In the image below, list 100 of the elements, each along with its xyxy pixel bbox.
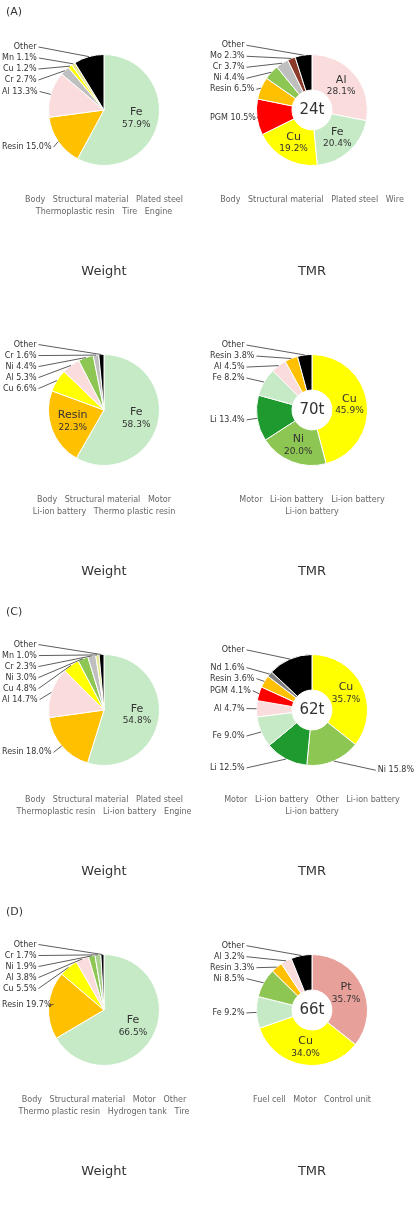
slice-label: Al 13.3% <box>2 86 39 96</box>
slice-label: Fe 8.2% <box>212 373 245 383</box>
text: Motor Li-ion battery Li-ion battery <box>239 495 385 505</box>
slice-label: Al 3.8% <box>5 972 37 982</box>
text: Weight <box>81 263 127 279</box>
slice-label: Li 13.4% <box>210 414 246 424</box>
data-label: 28.1% <box>326 86 356 97</box>
slice-label: Ni 8.5% <box>213 973 245 983</box>
slice-label: Cr 1.6% <box>4 350 37 360</box>
text: Li-ion battery Thermo plastic resin <box>32 507 176 517</box>
text: 24t <box>299 99 325 118</box>
slice-label: Other <box>13 42 38 52</box>
slice-label: Cr 3.7% <box>212 62 245 72</box>
text: Fuel cell Motor Control unit <box>252 1095 372 1105</box>
text: Li-ion battery <box>285 807 340 817</box>
slice-label: Other <box>221 644 246 654</box>
data-label: 22.3% <box>58 421 88 432</box>
slice-label: Mo 2.3% <box>209 51 246 61</box>
text: Weight <box>81 863 127 879</box>
text: Body Structural material Motor <box>36 495 172 505</box>
slice-label: Mn 1.1% <box>2 53 38 63</box>
slice-label: Cu 4.8% <box>2 683 37 693</box>
slice-label: Mn 1.0% <box>2 650 38 660</box>
text: 62t <box>299 699 325 718</box>
slice-label: Fe <box>126 1013 140 1027</box>
data-label: 34.0% <box>291 1047 321 1058</box>
slice-label: Resin 6.5% <box>210 84 255 94</box>
slice-label: Al 5.3% <box>5 372 37 382</box>
text: 66t <box>299 999 325 1018</box>
slice-label: Cr 2.3% <box>4 661 37 671</box>
slice-label: Al 4.7% <box>213 703 245 713</box>
slice-label: Al <box>335 72 347 86</box>
data-label: 20.0% <box>284 445 314 456</box>
slice-label: Cu 5.5% <box>2 983 37 993</box>
chart-subtitle: (D) <box>6 904 24 918</box>
text: TMR <box>296 563 327 579</box>
text: Body Structural material Plated steel <box>25 795 183 805</box>
data-label: 35.7% <box>331 693 361 704</box>
slice-label: Cr 1.7% <box>4 950 37 960</box>
slice-label: Al 4.5% <box>213 362 245 372</box>
slice-label: Al 14.7% <box>2 694 39 704</box>
slice-label: Ni 1.9% <box>5 961 37 971</box>
text: Motor Li-ion battery Other Li-ion battery <box>224 795 400 805</box>
slice-label: Fe 9.2% <box>212 1007 245 1017</box>
slice-label: Fe 9.0% <box>212 731 245 741</box>
slice-label: Resin 15.0% <box>1 142 52 152</box>
text: TMR <box>296 1163 327 1179</box>
slice-label: Fe <box>129 405 143 419</box>
slice-label: Resin <box>57 408 88 422</box>
text: Weight <box>81 563 127 579</box>
slice-label: Pt <box>340 980 353 994</box>
slice-label: Al 3.2% <box>213 951 245 961</box>
slice-label: Cu 1.2% <box>2 64 37 74</box>
data-label: 57.9% <box>121 118 152 129</box>
slice-label: Cu <box>338 680 354 694</box>
slice-label: Ni 15.8% <box>377 765 415 775</box>
data-label: 66.5% <box>118 1026 148 1037</box>
slice-label: Cu <box>342 392 357 406</box>
slice-label: Cu <box>286 129 301 143</box>
text: Thermo plastic resin Hydrogen tank Tire <box>18 1107 190 1117</box>
text: Body Structural material Plated steel <box>25 195 183 205</box>
text: Thermoplastic resin Tire Engine <box>35 207 173 217</box>
text: Body Structural material Plated steel Wire <box>220 195 404 205</box>
slice-label: Cu 6.6% <box>2 383 37 393</box>
slice-label: Other <box>13 339 38 349</box>
slice-label: Other <box>13 639 38 649</box>
slice-label: Other <box>13 939 38 949</box>
slice-label: Ni 4.4% <box>213 73 245 83</box>
text: Weight <box>81 1163 127 1179</box>
text: TMR <box>296 863 327 879</box>
chart-subtitle: (A) <box>6 4 23 18</box>
data-label: 58.3% <box>121 418 151 429</box>
data-label: 45.9% <box>335 405 365 416</box>
slice-label: Cu <box>298 1034 313 1048</box>
text: 70t <box>299 399 325 418</box>
slice-label: Ni <box>292 432 304 446</box>
slice-label: Ni 4.4% <box>5 361 37 371</box>
slice-label: Resin 3.6% <box>210 673 255 683</box>
data-label: 35.7% <box>331 993 361 1004</box>
slice-label: Resin 3.3% <box>210 962 255 972</box>
data-label: 54.8% <box>122 715 152 726</box>
slice-label: Li 12.5% <box>210 762 246 772</box>
slice-label: Fe <box>130 105 143 119</box>
slice-label: PGM 4.1% <box>210 685 252 695</box>
data-label: 19.2% <box>279 143 309 154</box>
slice-label: Fe <box>331 124 344 138</box>
text: Thermoplastic resin Li-ion battery Engine <box>16 807 192 817</box>
slice-label: Fe <box>130 701 144 715</box>
slice-label: Resin 18.0% <box>1 747 52 757</box>
text: TMR <box>296 263 327 279</box>
slice-label: Other <box>221 340 246 350</box>
slice-label: Nd 1.6% <box>210 662 245 672</box>
slice-label: Ni 3.0% <box>5 672 37 682</box>
text: Li-ion battery <box>285 507 340 517</box>
slice-label: Resin 3.8% <box>210 351 255 361</box>
text: Body Structural material Motor Other <box>21 1095 187 1105</box>
slice-label: PGM 10.5% <box>209 113 257 123</box>
slice-label: Other <box>221 40 246 50</box>
chart-subtitle: (C) <box>6 604 23 618</box>
data-label: 20.4% <box>323 138 353 149</box>
